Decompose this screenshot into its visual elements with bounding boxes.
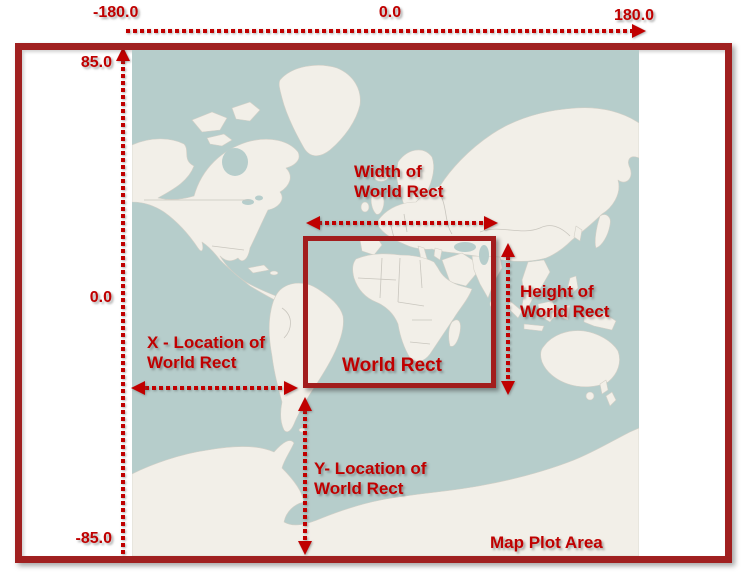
- arrowhead-right-icon: [632, 24, 646, 38]
- map-plot-area-label: Map Plot Area: [490, 533, 603, 552]
- left-axis-bottom-label: -85.0: [75, 530, 112, 547]
- height-annotation-line1: Height of: [520, 282, 594, 301]
- y-location-annotation-label: Y- Location of World Rect: [314, 459, 426, 499]
- left-axis-center-label: 0.0: [89, 289, 112, 306]
- arrowhead-right-icon: [484, 216, 498, 230]
- left-axis-dotted-line: [121, 60, 125, 556]
- arrowhead-up-icon: [116, 47, 130, 61]
- continent-australia: [540, 330, 620, 388]
- y-location-line2: World Rect: [314, 479, 404, 498]
- top-axis-max-label: 180.0: [614, 7, 655, 24]
- map-inland-waters: [222, 148, 489, 265]
- top-axis-min-label: -180.0: [93, 4, 139, 21]
- left-axis-top-label: 85.0: [80, 54, 112, 71]
- height-annotation-label: Height of World Rect: [520, 282, 609, 322]
- height-annotation-line2: World Rect: [520, 302, 610, 321]
- arrowhead-right-icon: [284, 381, 298, 395]
- map-plot-area-frame: [15, 43, 732, 563]
- arrowhead-left-icon: [306, 216, 320, 230]
- continent-antarctica: [132, 427, 639, 556]
- x-location-annotation-label: X - Location of World Rect: [147, 333, 265, 373]
- world-rect-label: World Rect: [342, 355, 442, 376]
- x-location-line2: World Rect: [147, 353, 237, 372]
- y-location-arrow-line: [303, 410, 307, 542]
- width-annotation-line2: World Rect: [354, 182, 444, 201]
- arrowhead-down-icon: [501, 381, 515, 395]
- x-location-arrow-line: [145, 386, 285, 390]
- arrowhead-down-icon: [298, 541, 312, 555]
- height-arrow-line: [506, 256, 510, 382]
- world-map: [132, 50, 639, 556]
- width-annotation-label: Width of World Rect: [354, 162, 443, 202]
- y-location-line1: Y- Location of: [314, 459, 427, 478]
- madagascar: [448, 319, 461, 347]
- world-rect-outline: [303, 236, 496, 388]
- arrowhead-up-icon: [501, 243, 515, 257]
- width-annotation-line1: Width of: [354, 162, 422, 181]
- top-axis-dotted-line: [126, 29, 632, 33]
- map-country-borders: [144, 189, 571, 345]
- arrowhead-left-icon: [131, 381, 145, 395]
- top-axis-center-label: 0.0: [378, 4, 402, 21]
- arrowhead-up-icon: [298, 397, 312, 411]
- x-location-line1: X - Location of: [147, 333, 266, 352]
- greenland: [278, 65, 361, 157]
- continent-north-america: [132, 138, 300, 303]
- continent-africa: [352, 253, 473, 362]
- width-arrow-line: [318, 221, 484, 225]
